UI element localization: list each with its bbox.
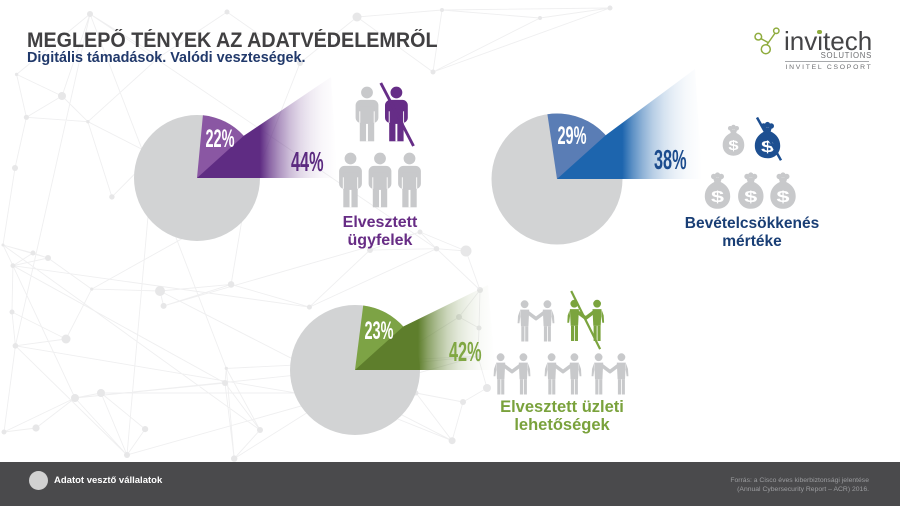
svg-text:$: $ bbox=[744, 189, 758, 206]
svg-text:$: $ bbox=[728, 137, 738, 153]
svg-text:$: $ bbox=[761, 139, 774, 156]
svg-text:$: $ bbox=[711, 189, 725, 206]
svg-text:$: $ bbox=[777, 189, 791, 206]
